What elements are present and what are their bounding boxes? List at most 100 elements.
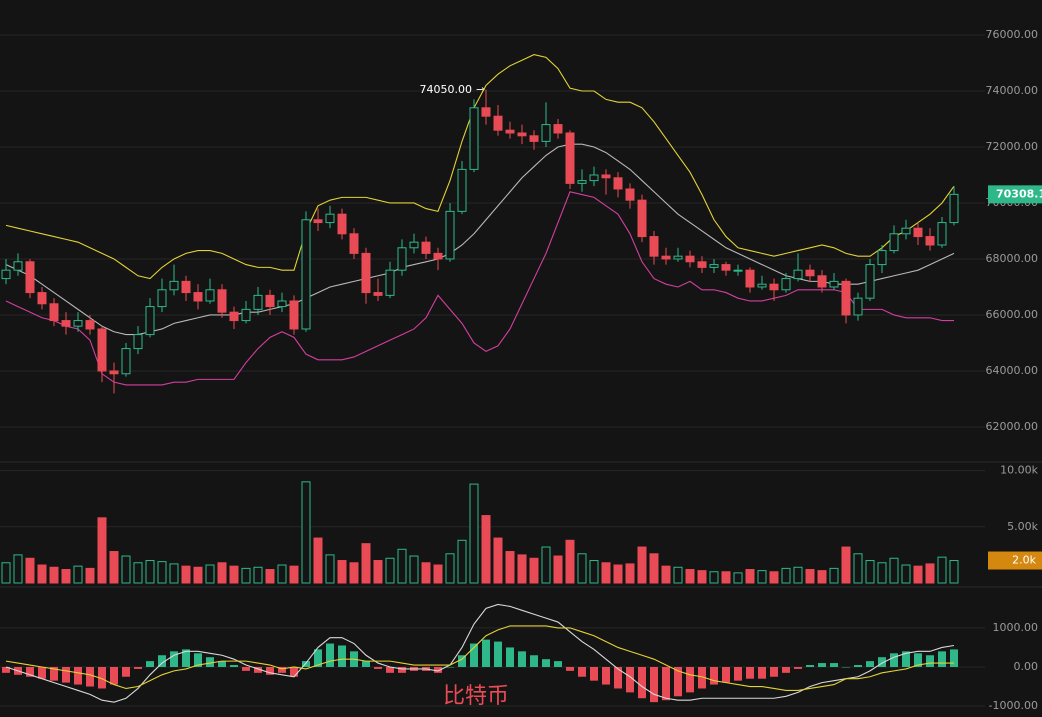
candle-body <box>637 199 647 238</box>
macd-bar <box>182 649 190 667</box>
volume-bar <box>97 517 107 584</box>
volume-bar <box>433 564 443 584</box>
macd-bar <box>770 666 778 677</box>
macd-bar <box>230 665 238 667</box>
macd-bar <box>494 641 502 667</box>
volume-tick-label: 10.00k <box>1000 464 1038 477</box>
candle-body <box>565 132 575 184</box>
candle-body <box>841 280 851 316</box>
candle-body <box>793 269 803 280</box>
volume-bar <box>601 562 611 584</box>
volume-bar <box>781 567 791 584</box>
macd-bar <box>722 666 730 683</box>
volume-bar <box>733 572 743 584</box>
candle-body <box>61 320 71 327</box>
price-tick-label: 62000.00 <box>986 420 1039 433</box>
volume-bar <box>157 561 167 584</box>
macd-bar <box>854 665 862 667</box>
candle-body <box>733 269 743 272</box>
macd-bar <box>686 666 694 693</box>
volume-bar <box>301 481 311 584</box>
macd-bar <box>482 639 490 667</box>
macd-bar <box>302 661 310 667</box>
candle-body <box>409 241 419 249</box>
price-tick-label: 64000.00 <box>986 364 1039 377</box>
candle-body <box>397 247 407 271</box>
band-middle <box>5 143 955 336</box>
candle-body <box>169 280 179 291</box>
candle-body <box>769 283 779 291</box>
candle-body <box>337 213 347 235</box>
volume-bar <box>541 546 551 584</box>
band-upper <box>5 54 955 280</box>
volume-bar <box>313 537 323 584</box>
volume-bar <box>325 554 335 584</box>
candle-body <box>13 261 23 271</box>
volume-bar <box>937 556 947 584</box>
candle-body <box>709 264 719 268</box>
macd-bar <box>134 666 142 669</box>
volume-bar <box>817 570 827 584</box>
macd-bar <box>674 666 682 697</box>
candle-body <box>433 252 443 260</box>
max-label: 74050.00 <box>420 83 473 96</box>
macd-bar <box>326 643 334 667</box>
volume-tick-label: 5.00k <box>1007 520 1038 533</box>
volume-bar <box>553 555 563 584</box>
macd-bar <box>614 666 622 689</box>
macd-bar <box>554 661 562 667</box>
volume-bar <box>85 567 95 584</box>
volume-bar <box>133 562 143 584</box>
volume-bar <box>13 554 23 584</box>
macd-bar <box>254 666 262 673</box>
candle-body <box>505 129 515 134</box>
candle-body <box>133 334 143 350</box>
candle-body <box>73 320 83 327</box>
macd-bar <box>290 666 298 677</box>
price-tick-label: 66000.00 <box>986 308 1039 321</box>
candle-body <box>577 180 587 184</box>
candle-body <box>745 269 755 288</box>
candle-body <box>493 115 503 131</box>
candle-body <box>445 210 455 260</box>
candle-body <box>757 283 767 288</box>
candle-body <box>661 255 671 260</box>
candle-body <box>313 219 323 224</box>
macd-bar <box>158 655 166 667</box>
volume-bar <box>853 553 863 584</box>
macd-dif <box>5 603 955 703</box>
macd-bar <box>374 666 382 669</box>
volume-bar <box>217 562 227 584</box>
volume-bar <box>901 564 911 584</box>
candle-body <box>817 275 827 288</box>
macd-bar <box>242 666 250 671</box>
volume-bar <box>265 569 275 584</box>
candle-body <box>685 255 695 263</box>
candle-body <box>253 294 263 310</box>
candle-body <box>721 264 731 271</box>
volume-bar <box>445 553 455 584</box>
macd-bar <box>938 651 946 667</box>
macd-bar <box>50 666 58 681</box>
candle-body <box>829 280 839 288</box>
candle-body <box>541 124 551 142</box>
macd-bar <box>758 666 766 679</box>
candle-body <box>913 227 923 238</box>
macd-tick-label: 1000.00 <box>993 621 1039 634</box>
candle-body <box>109 370 119 375</box>
macd-bar <box>26 666 34 677</box>
volume-bar <box>337 560 347 584</box>
volume-bar <box>493 537 503 584</box>
macd-bar <box>86 666 94 687</box>
volume-bar <box>373 560 383 584</box>
volume-bar <box>625 563 635 584</box>
macd-bar <box>542 659 550 667</box>
volume-bar <box>469 483 479 584</box>
volume-bar <box>505 551 515 584</box>
macd-bar <box>506 647 514 667</box>
macd-bar <box>2 666 10 673</box>
macd-bar <box>806 665 814 667</box>
band-lower <box>5 191 954 386</box>
volume-bar <box>109 551 119 584</box>
